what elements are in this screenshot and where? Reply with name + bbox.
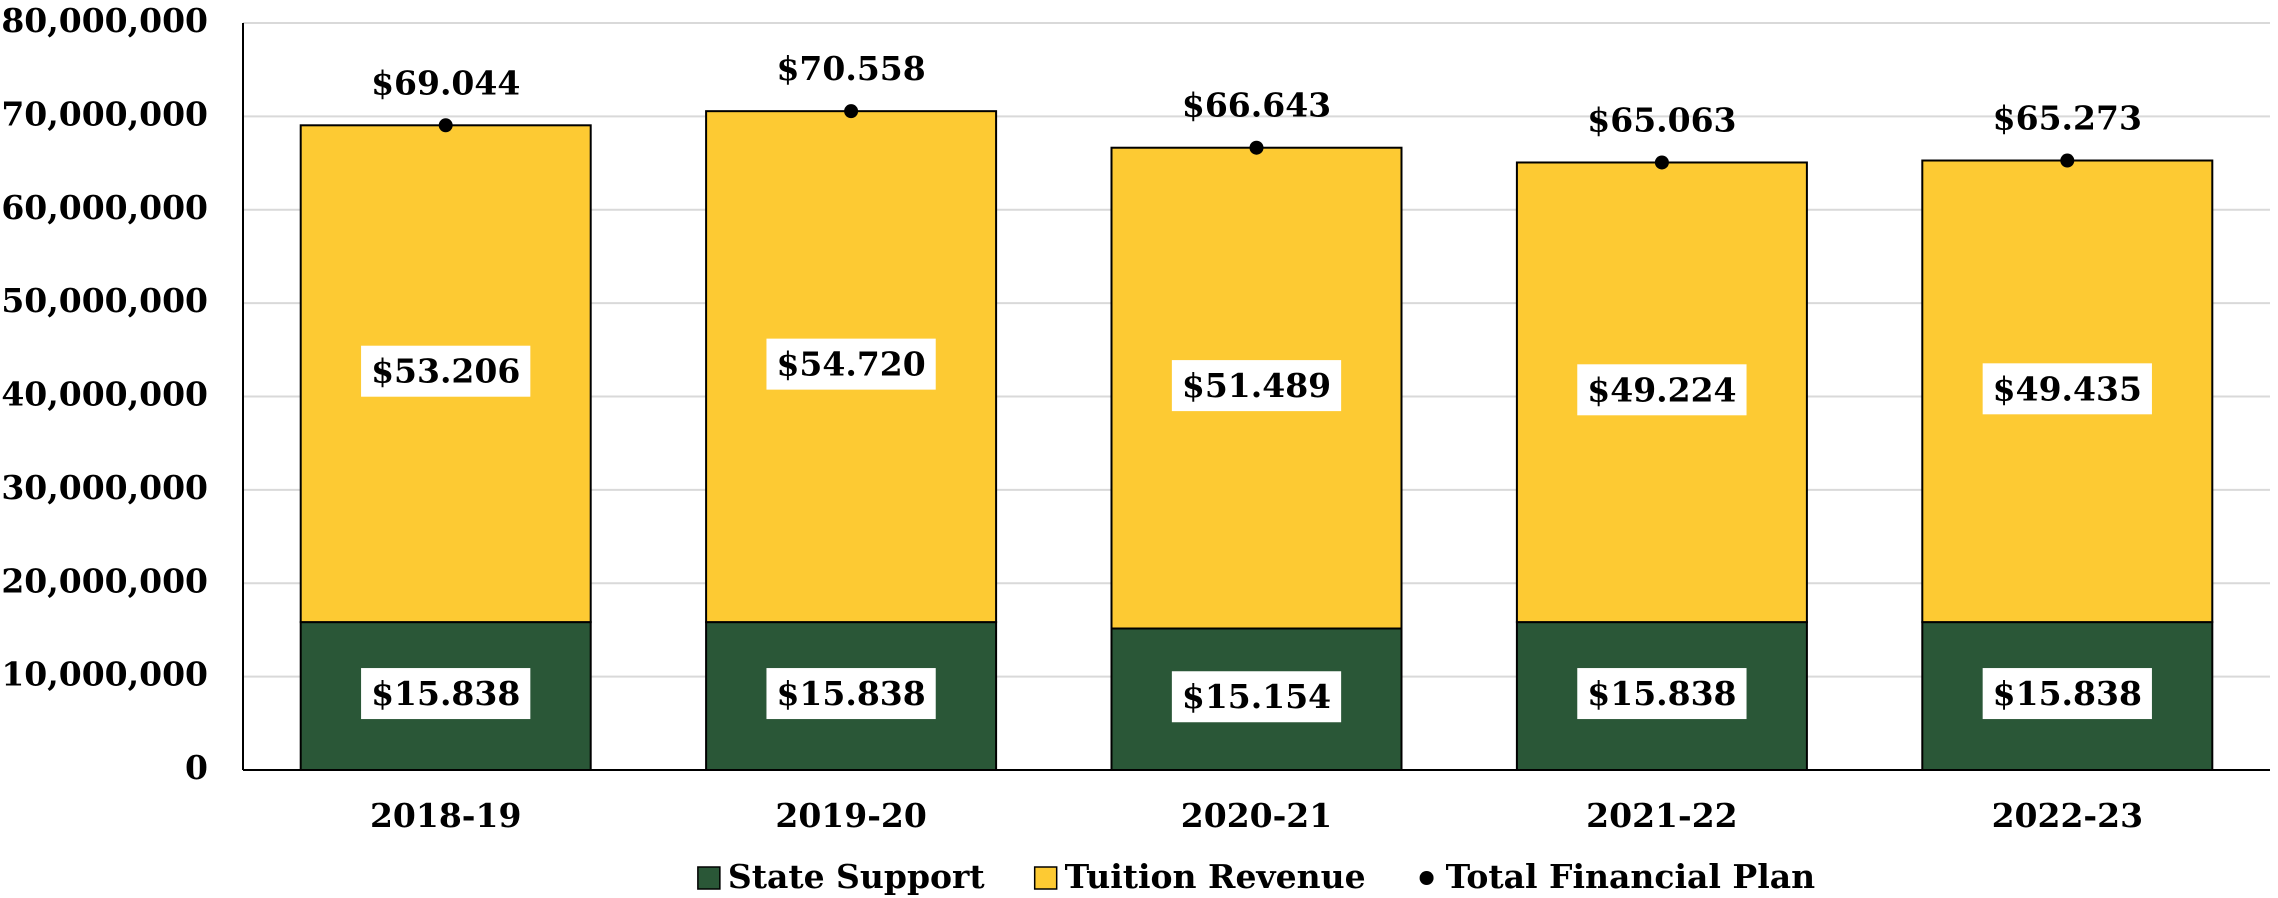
legend-swatch [697, 866, 721, 890]
legend-item: State Support [697, 857, 986, 896]
y-tick-label: 30,000,000 [1, 468, 208, 507]
value-label: $15.154 [1182, 677, 1331, 716]
y-tick-label: 50,000,000 [1, 281, 208, 320]
legend-label: State Support [728, 857, 986, 896]
value-label: $49.224 [1587, 370, 1736, 409]
legend-label: Total Financial Plan [1446, 857, 1816, 896]
total-label: $65.273 [1993, 99, 2142, 138]
label-box [361, 668, 531, 720]
y-tick-label: 70,000,000 [1, 94, 208, 133]
value-label: $15.838 [1587, 674, 1736, 713]
x-tick-label: 2020-21 [1181, 796, 1332, 835]
total-dot [1249, 140, 1264, 155]
y-tick-label: 10,000,000 [1, 655, 208, 694]
label-box [1982, 363, 2152, 415]
legend: State Support Tuition Revenue Total Financ… [697, 857, 1816, 896]
label-box [1171, 360, 1342, 412]
total-dot [2060, 153, 2075, 168]
value-label: $54.720 [776, 345, 925, 384]
total-dot [438, 118, 453, 133]
x-tick-label: 2022-23 [1992, 796, 2143, 835]
x-tick-label: 2021-22 [1586, 796, 1737, 835]
legend-item: Total Financial Plan [1419, 857, 1816, 896]
legend-swatch [1033, 866, 1058, 890]
value-label: $49.435 [1993, 369, 2142, 408]
total-label: $70.558 [776, 49, 925, 88]
value-label: $15.838 [1993, 674, 2142, 713]
label-box [766, 338, 936, 390]
y-tick-label: 20,000,000 [1, 561, 208, 600]
total-label: $66.643 [1182, 86, 1331, 125]
y-tick-label: 80,000,000 [1, 1, 208, 40]
y-tick-label: 40,000,000 [1, 375, 208, 414]
value-label: $53.206 [371, 352, 520, 391]
label-box [1982, 668, 2152, 720]
x-tick-label: 2019-20 [775, 796, 926, 835]
x-tick-label: 2018-19 [370, 796, 521, 835]
value-label: $15.838 [371, 674, 520, 713]
total-dot [1654, 155, 1669, 170]
value-label: $15.838 [776, 674, 925, 713]
total-label: $65.063 [1587, 100, 1736, 139]
y-tick-label: 0 [185, 748, 208, 787]
label-box [766, 668, 936, 720]
label-box [1577, 668, 1747, 720]
legend-marker [1419, 871, 1434, 885]
total-dot [844, 104, 859, 119]
y-tick-label: 60,000,000 [1, 188, 208, 227]
label-box [361, 345, 531, 397]
legend-item: Tuition Revenue [1033, 857, 1366, 896]
label-box [1171, 671, 1342, 723]
total-label: $69.044 [371, 63, 520, 102]
label-box [1577, 364, 1747, 416]
legend-label: Tuition Revenue [1065, 857, 1366, 896]
value-label: $51.489 [1182, 366, 1331, 405]
